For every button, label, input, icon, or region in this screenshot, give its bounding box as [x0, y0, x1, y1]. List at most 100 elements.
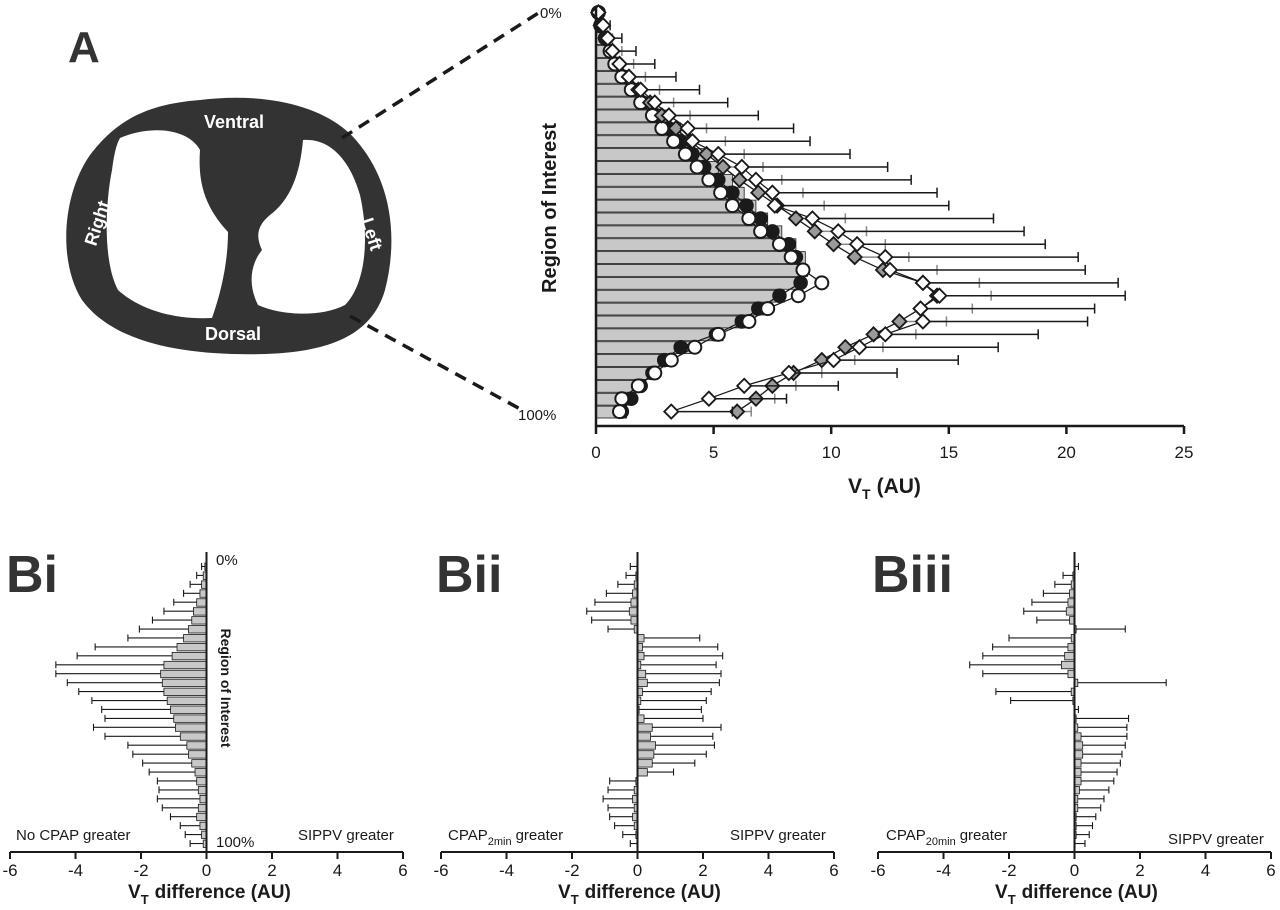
bar-a [595, 238, 797, 252]
point-open-circle [614, 391, 630, 407]
x-tick-label-chartbii: 4 [764, 861, 773, 880]
point-open-circle [795, 262, 811, 278]
point-open-circle [814, 275, 830, 291]
point-diamond [632, 81, 649, 98]
bar-chartbi [196, 777, 207, 786]
bar-chartbi [166, 696, 207, 705]
bar-chartbi [173, 714, 207, 723]
x-tick-label-chartbii: 2 [698, 861, 707, 880]
point-diamond [877, 326, 894, 343]
point-diamond [660, 107, 678, 124]
bar-chartbi [176, 643, 207, 652]
point-diamond [735, 377, 753, 395]
x-tick-label-chartbi: 0 [202, 861, 211, 880]
bar-chartbi [179, 732, 207, 741]
point-diamond [804, 210, 821, 227]
lung-diagram: Ventral Dorsal Right Left [66, 10, 541, 412]
x-tick-label-a: 10 [822, 443, 841, 462]
point-filled-circle [673, 339, 688, 355]
x-tick-label-chartbi: 4 [333, 861, 342, 880]
point-diamond [891, 313, 908, 330]
panel-label-bi: Bi [6, 546, 58, 604]
label-ventral: Ventral [204, 112, 264, 132]
point-open-circle [783, 249, 799, 265]
point-diamond [825, 235, 842, 253]
bar-chartbii [637, 723, 653, 732]
point-open-circle [790, 288, 806, 304]
point-open-circle [689, 159, 705, 175]
x-tick-label-chartbi: -6 [2, 861, 17, 880]
bar-chartbi [191, 759, 207, 768]
bar-a [595, 302, 766, 316]
point-diamond [877, 248, 894, 266]
point-diamond [594, 17, 612, 34]
point-open-circle [713, 185, 729, 201]
point-diamond [846, 248, 863, 266]
point-diamond [912, 300, 929, 317]
point-open-circle [753, 223, 769, 239]
point-diamond [611, 55, 628, 73]
left-lung-cavity [251, 139, 365, 314]
bar-chartbi [197, 803, 207, 813]
bar-chartbii [637, 759, 653, 768]
bar-chartbi [186, 741, 207, 750]
bar-chartbi [171, 651, 207, 661]
point-diamond [700, 390, 718, 407]
point-diamond [667, 120, 685, 137]
bar-chartbiii [1065, 607, 1075, 616]
bar-chartbi [192, 607, 207, 616]
bar-chartbiii [1074, 741, 1084, 750]
roi-top-label-a: 0% [540, 5, 562, 22]
zoom-line-bottom [349, 314, 523, 412]
point-open-circle [630, 378, 646, 394]
bar-chartbiii [1074, 750, 1084, 759]
roi-top-label-bi: 0% [216, 552, 238, 569]
bar-chartbiii [1064, 651, 1075, 661]
right-note-bii: SIPPV greater [730, 827, 826, 844]
x-axis-title-bi: VT difference (AU) [128, 882, 291, 907]
chart-bi: 0% 100% Region of Interest No CPAP great… [2, 552, 408, 907]
bar-chartbii [637, 732, 652, 741]
panel-label-bii: Bii [436, 546, 502, 604]
point-diamond [851, 338, 868, 356]
x-tick-label-chartbi: -2 [133, 861, 148, 880]
bar-chartbii [637, 750, 655, 759]
roi-bottom-label-a: 100% [518, 407, 556, 424]
label-dorsal: Dorsal [205, 324, 261, 344]
point-diamond [825, 351, 842, 369]
zoom-line-top [341, 10, 541, 140]
point-diamond [787, 210, 805, 227]
x-tick-label-chartbii: -6 [433, 861, 448, 880]
bar-chartbi [188, 750, 207, 759]
left-note-biii: CPAP20min greater [886, 827, 1007, 848]
point-diamond [710, 145, 727, 163]
x-tick-label-chartbii: -2 [564, 861, 579, 880]
x-tick-label-chartbiii: 4 [1201, 861, 1210, 880]
bar-chartbii [637, 741, 656, 750]
point-diamond [733, 158, 751, 176]
point-diamond [806, 223, 824, 240]
x-axis-title-biii: VT difference (AU) [995, 882, 1158, 907]
bar-chartbii [637, 669, 647, 679]
point-open-circle [741, 313, 757, 329]
bar-chartbi [196, 812, 207, 822]
point-open-circle [760, 301, 776, 317]
right-lung-cavity [106, 130, 228, 319]
left-note-bii: CPAP2min greater [448, 827, 563, 848]
point-open-circle [687, 339, 703, 355]
bar-chartbi [191, 616, 207, 625]
bar-chartbii [637, 678, 648, 688]
point-diamond [620, 68, 638, 86]
bar-chartbi [188, 625, 207, 634]
point-diamond [813, 351, 831, 369]
panel-label-a: A [68, 23, 100, 72]
right-note-bi: SIPPV greater [298, 827, 394, 844]
chart-bii: CPAP2min greater SIPPV greater VT differen… [433, 552, 839, 907]
bar-chartbi [196, 598, 207, 607]
bar-chartbi [170, 705, 207, 714]
point-open-circle [724, 198, 740, 214]
point-open-circle [666, 133, 682, 149]
point-diamond [599, 29, 617, 47]
bar-chartbii [628, 607, 638, 616]
